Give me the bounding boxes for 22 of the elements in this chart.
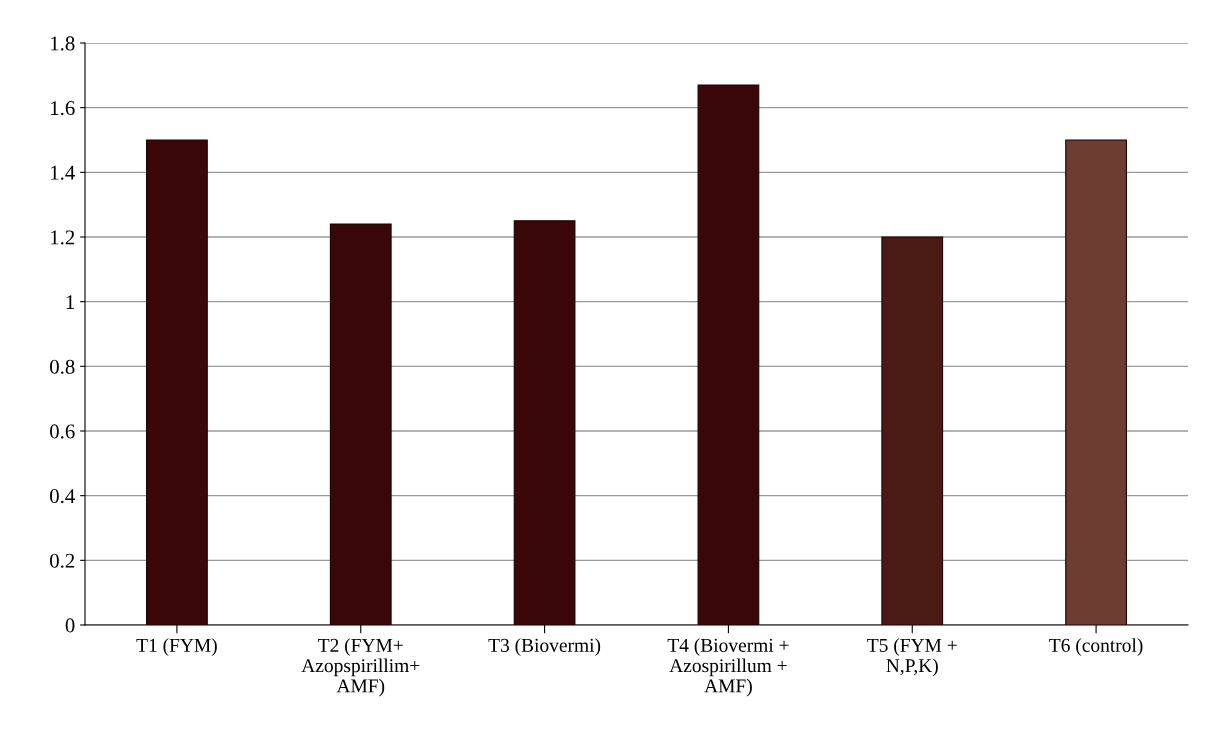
y-tick-label: 0.8: [50, 359, 75, 374]
bar: [513, 220, 576, 625]
x-tick-label: T2 (FYM+ Azopspirillim+ AMF): [301, 638, 420, 697]
y-tick-label: 0.4: [50, 489, 75, 504]
y-tick-label: 1.8: [51, 36, 75, 51]
y-tick-label: 0.6: [50, 424, 75, 439]
x-tick-label: T5 (FYM + N,P,K): [867, 638, 957, 677]
bar: [697, 84, 760, 625]
y-tick-label: 1: [66, 295, 75, 309]
bar: [146, 139, 208, 625]
x-tick-label: T6 (control): [1049, 638, 1143, 656]
x-tick-label: T3 (Biovermi): [488, 638, 601, 656]
y-tick-label: 1.2: [51, 230, 75, 245]
bar: [881, 236, 944, 625]
x-tick-label: T4 (Biovermi + Azospirillum + AMF): [667, 638, 789, 697]
y-tick-label: 1.4: [51, 165, 75, 180]
x-tick-label: T1 (FYM): [136, 638, 217, 656]
y-tick-label: 0: [65, 618, 75, 633]
bar: [329, 223, 392, 625]
bar: [1065, 139, 1127, 625]
y-tick-label: 1.6: [51, 101, 75, 116]
y-tick-label: 0.2: [50, 553, 75, 568]
